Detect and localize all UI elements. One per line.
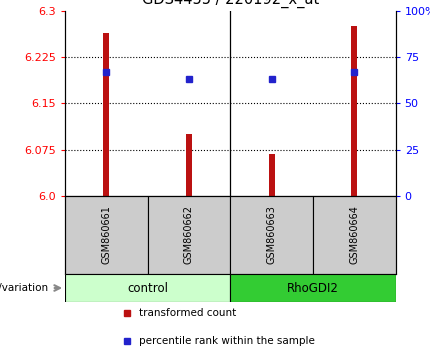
Bar <box>269 154 274 196</box>
Text: GSM860663: GSM860663 <box>267 206 276 264</box>
Text: genotype/variation: genotype/variation <box>0 283 49 293</box>
Bar <box>65 196 147 274</box>
Text: percentile rank within the sample: percentile rank within the sample <box>139 336 315 346</box>
Text: GSM860661: GSM860661 <box>101 206 111 264</box>
Title: GDS4455 / 220192_x_at: GDS4455 / 220192_x_at <box>141 0 319 8</box>
Text: GSM860662: GSM860662 <box>184 206 194 264</box>
Text: control: control <box>127 281 168 295</box>
Bar <box>147 196 230 274</box>
Text: RhoGDI2: RhoGDI2 <box>287 281 339 295</box>
Bar <box>230 274 396 302</box>
Text: GSM860664: GSM860664 <box>349 206 359 264</box>
Bar <box>186 134 192 196</box>
Bar <box>351 27 357 196</box>
Text: transformed count: transformed count <box>139 308 236 318</box>
Bar <box>230 196 313 274</box>
Bar <box>104 33 109 196</box>
Bar <box>313 196 396 274</box>
Bar <box>65 274 230 302</box>
